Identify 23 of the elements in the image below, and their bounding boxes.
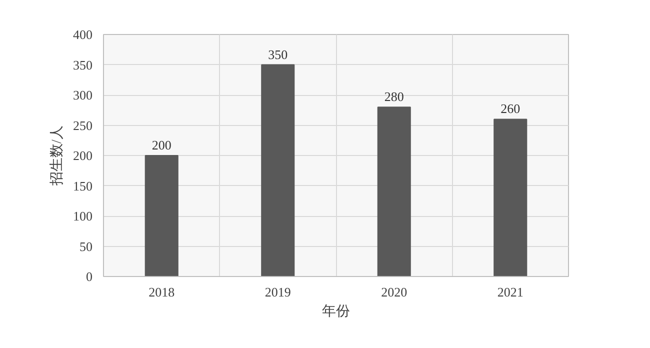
- x-tick-label: 2021: [497, 284, 524, 300]
- data-label: 200: [152, 138, 172, 152]
- y-tick-label: 300: [73, 88, 92, 102]
- x-tick-label: 2019: [264, 284, 291, 300]
- y-tick-label: 400: [73, 27, 92, 42]
- data-label: 260: [500, 101, 520, 116]
- x-tick-label: 2020: [381, 284, 408, 300]
- y-tick-label: 350: [73, 57, 92, 72]
- bar: [144, 155, 178, 276]
- x-tick-label: 2018: [148, 284, 175, 300]
- bar: [261, 64, 295, 276]
- bar: [494, 118, 528, 276]
- bar: [377, 106, 411, 276]
- y-axis-title: 招生数/人: [49, 126, 65, 186]
- y-tick-label: 250: [73, 118, 92, 133]
- data-label: 350: [268, 46, 288, 62]
- data-label: 280: [384, 89, 404, 104]
- y-tick-label: 0: [86, 269, 92, 284]
- y-tick-label: 50: [80, 238, 92, 254]
- y-tick-label: 200: [73, 148, 92, 163]
- y-tick-label: 100: [73, 208, 92, 224]
- x-axis-title: 年份: [322, 304, 350, 320]
- y-tick-label: 150: [73, 178, 92, 194]
